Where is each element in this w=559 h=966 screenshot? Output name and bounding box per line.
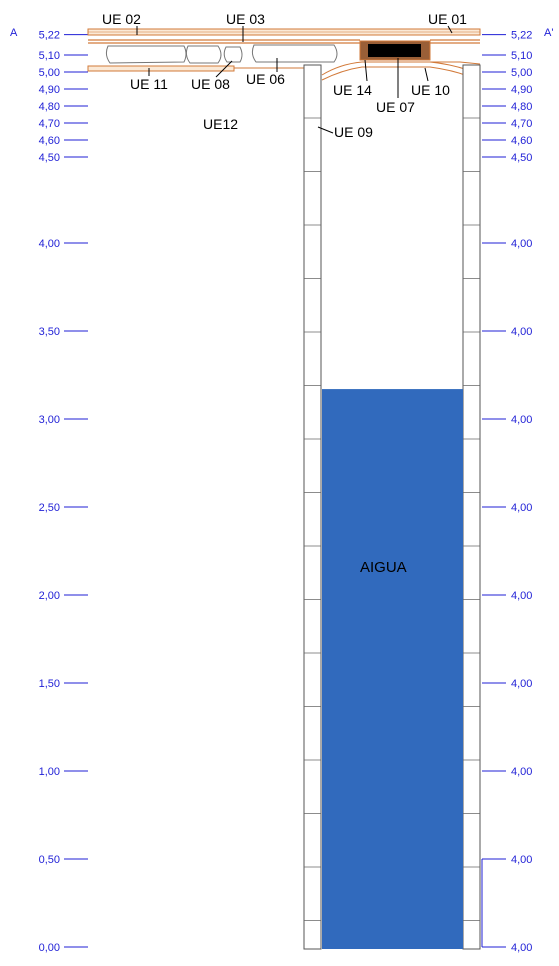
leader-ue09 [317,126,334,134]
left-level-label: 4,90 [39,84,60,96]
right-level-label: 4,50 [511,152,532,164]
water-label: AIGUA [360,559,407,576]
left-level-label: 0,00 [39,942,60,954]
right-level-label: 4,00 [511,766,532,778]
left-level-label: 2,50 [39,502,60,514]
right-level-label: 4,70 [511,118,532,130]
right-level-label: 4,00 [511,854,532,866]
label-ue02: UE 02 [102,11,141,27]
left-level-label: 4,70 [39,118,60,130]
section-marker-left: A [10,27,18,39]
left-level-label: 0,50 [39,854,60,866]
leader-ue10 [424,67,429,82]
right-level-label: 4,00 [511,942,532,954]
layer-ue11 [87,65,235,72]
right-level-label: 4,00 [511,326,532,338]
right-level-label: 5,00 [511,67,532,79]
left-level-scale: 5,22 5,10 5,00 4,90 4,80 4,70 4,60 4,50 4,00 3,50… [39,30,88,954]
left-level-label: 2,00 [39,590,60,602]
left-level-label: 1,00 [39,766,60,778]
left-level-label: 4,00 [39,238,60,250]
stone-3 [223,46,243,63]
label-ue06: UE 06 [246,71,285,87]
section-marker-right: A' [544,27,553,39]
label-ue11: UE 11 [130,76,168,92]
right-level-label: 5,10 [511,50,532,62]
right-level-label: 4,00 [511,678,532,690]
right-level-label: 5,22 [511,30,532,42]
right-level-label: 4,00 [511,502,532,514]
well-shaft: AIGUA [303,64,481,950]
right-level-label: 4,80 [511,101,532,113]
black-object-ue14 [368,44,421,57]
left-level-label: 5,22 [39,30,60,42]
label-ue03: UE 03 [226,11,265,27]
left-level-label: 4,60 [39,135,60,147]
label-ue10: UE 10 [411,82,450,98]
label-ue09: UE 09 [334,124,373,140]
well-wall-left [303,64,322,950]
leader-ue01 [447,25,453,34]
label-ue07: UE 07 [376,99,415,115]
left-level-label: 5,00 [39,67,60,79]
left-level-label: 5,10 [39,50,60,62]
left-level-label: 4,80 [39,101,60,113]
right-level-label: 4,90 [511,84,532,96]
water-column [322,389,463,950]
right-level-label: 4,00 [511,414,532,426]
unit-labels: UE 02 UE 03 UE 01 UE 11 UE 08 UE 06 UE 1… [102,11,467,140]
stone-2 [185,45,222,64]
leader-ue14 [364,59,368,82]
label-ue01: UE 01 [428,11,467,27]
stone-1 [105,45,187,64]
wall-courses [304,117,480,921]
label-ue14: UE 14 [333,82,372,98]
stone-4 [251,44,338,63]
fill-line-2 [321,66,469,81]
left-level-label: 4,50 [39,152,60,164]
label-ue08: UE 08 [191,76,230,92]
right-level-label: 4,60 [511,135,532,147]
right-level-label: 4,00 [511,590,532,602]
left-level-label: 3,00 [39,414,60,426]
leader-ue08 [215,60,233,78]
left-level-label: 3,50 [39,326,60,338]
left-level-label: 1,50 [39,678,60,690]
top-layers [87,28,481,81]
fill-line-1 [321,61,469,76]
label-ue12: UE12 [203,116,238,132]
well-wall-right [462,64,481,950]
right-level-scale: 5,22 5,10 5,00 4,90 4,80 4,70 4,60 4,50 4,00 4,00… [481,30,532,954]
right-level-label: 4,00 [511,238,532,250]
fill-line-3 [430,61,481,65]
